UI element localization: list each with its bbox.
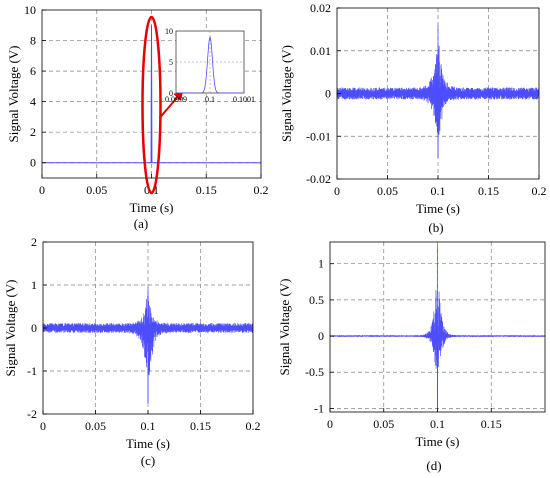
x-tick-label: 0.15 xyxy=(481,417,502,431)
x-tick-label: 0.2 xyxy=(246,419,261,433)
y-tick-label: -0.01 xyxy=(306,129,331,143)
y-tick-label: -1 xyxy=(314,401,324,415)
x-axis-label: Time (s) xyxy=(416,201,460,216)
chart-panel-d: 0 0.05 0.1 0.15 -1 -0.5 0 0.5 1 Time (s) Signal Vo… xyxy=(277,241,546,473)
x-axis-label: Time (s) xyxy=(126,436,170,451)
x-tick-label: 0 xyxy=(40,419,46,433)
inset-x-tick-label: 0.1001 xyxy=(233,95,255,104)
inset-y-tick-label: 10 xyxy=(165,27,173,36)
x-tick-label: 0.05 xyxy=(377,184,398,198)
y-tick-label: 0.01 xyxy=(310,44,331,58)
x-tick-label: 0.15 xyxy=(196,183,217,197)
y-axis-label: Signal Voltage (V) xyxy=(277,278,292,375)
series-line-d xyxy=(329,245,546,409)
y-axis-label: Signal Voltage (V) xyxy=(6,45,21,142)
y-tick-label: 8 xyxy=(30,34,36,48)
x-tick-label: 0.15 xyxy=(190,419,211,433)
x-tick-label: 0.1 xyxy=(431,184,446,198)
y-tick-label: 2 xyxy=(30,125,36,139)
inset-x-tick-label: 0.1 xyxy=(205,95,215,104)
x-tick-label: 0 xyxy=(327,417,333,431)
y-tick-label: 0 xyxy=(30,156,36,170)
series-line-a xyxy=(42,25,261,164)
y-tick-label: -0.5 xyxy=(305,365,324,379)
x-tick-label: 0.05 xyxy=(85,419,106,433)
panel-caption: (a) xyxy=(134,216,148,231)
y-tick-label: 0 xyxy=(31,321,37,335)
x-tick-label: 0.1 xyxy=(144,183,159,197)
y-tick-label: 0 xyxy=(318,329,324,343)
series-line-b xyxy=(336,25,540,158)
x-tick-label: 0 xyxy=(39,183,45,197)
y-tick-label: 0.02 xyxy=(310,1,331,15)
x-axis-label: Time (s) xyxy=(416,434,460,449)
panel-caption: (c) xyxy=(141,453,155,468)
chart-panel-b: 0 0.05 0.1 0.15 0.2 -0.02 -0.01 0 0.01 0.02 Time (… xyxy=(279,1,547,235)
y-tick-label: 10 xyxy=(24,3,36,17)
x-axis-label: Time (s) xyxy=(130,200,174,215)
inset-y-tick-label: 5 xyxy=(169,58,173,67)
y-tick-label: -0.02 xyxy=(306,172,331,186)
y-tick-label: 2 xyxy=(31,235,37,249)
y-tick-label: 0.5 xyxy=(309,293,324,307)
y-axis-label: Signal Voltage (V) xyxy=(279,45,294,142)
inset-y-tick-label: 0 xyxy=(169,89,173,98)
x-tick-label: 0.1 xyxy=(141,419,156,433)
x-tick-label: 0 xyxy=(334,184,340,198)
x-tick-label: 0.2 xyxy=(532,184,547,198)
y-tick-label: 6 xyxy=(30,64,36,78)
chart-panel-c: 0 0.05 0.1 0.15 0.2 -2 -1 0 1 2 Time (s) Signal Vol… xyxy=(3,235,261,468)
y-tick-label: 1 xyxy=(318,257,324,271)
panel-caption: (d) xyxy=(426,458,441,473)
x-tick-label: 0.1 xyxy=(430,417,445,431)
y-tick-label: 1 xyxy=(31,278,37,292)
x-tick-label: 0.15 xyxy=(478,184,499,198)
inset-series-line xyxy=(176,36,244,94)
highlight-ellipse xyxy=(141,15,162,195)
y-tick-label: -2 xyxy=(27,407,37,421)
inset-x-tick-label: 0.0999 xyxy=(165,95,187,104)
y-tick-label: -1 xyxy=(27,364,37,378)
y-tick-label: 0 xyxy=(325,87,331,101)
zoom-arrow xyxy=(158,95,180,119)
x-tick-label: 0.05 xyxy=(373,417,394,431)
x-tick-label: 0.2 xyxy=(254,183,269,197)
x-tick-label: 0.05 xyxy=(86,183,107,197)
y-axis-label: Signal Voltage (V) xyxy=(3,279,18,376)
panel-caption: (b) xyxy=(428,220,443,235)
y-tick-label: 4 xyxy=(30,95,36,109)
series-line-c xyxy=(42,287,254,404)
